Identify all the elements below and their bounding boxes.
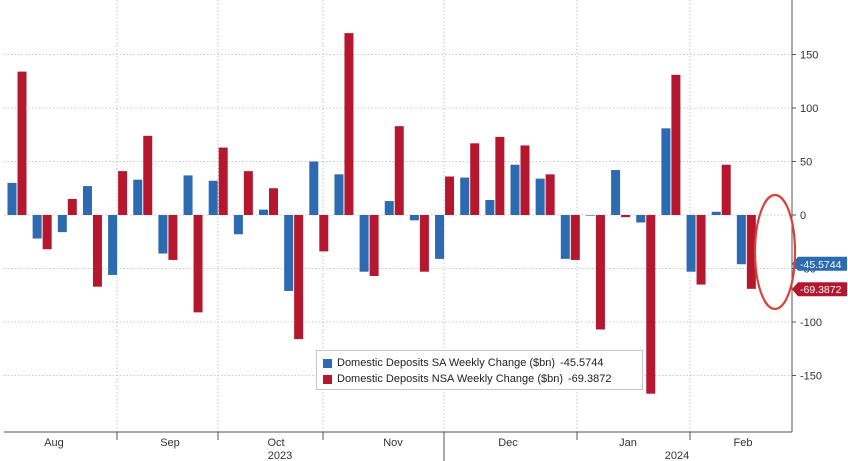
bar-nsa	[294, 215, 304, 340]
year-label: 2024	[665, 450, 689, 461]
bar-sa	[309, 161, 319, 215]
bar-nsa	[520, 145, 530, 215]
value-flag-box	[792, 282, 847, 297]
x-axis: Aug Sep Oct Nov Dec Jan Feb 2023 2024	[4, 431, 792, 461]
month-label: Nov	[383, 437, 403, 449]
bar-sa	[661, 128, 671, 215]
bar-nsa	[696, 215, 706, 285]
month-label: Oct	[267, 437, 284, 449]
legend-item-nsa: Domestic Deposits NSA Weekly Change ($bn…	[323, 371, 636, 387]
bar-sa	[736, 215, 746, 265]
bar-nsa	[595, 215, 605, 330]
ytick-label: 0	[800, 210, 806, 222]
bar-nsa	[646, 215, 656, 394]
bar-nsa	[118, 171, 128, 215]
bar-sa	[585, 215, 595, 216]
bar-nsa	[495, 136, 505, 215]
value-flag-label: -45.5744	[800, 259, 842, 271]
month-label: Dec	[498, 437, 518, 449]
bar-sa	[636, 215, 646, 223]
bar-sa	[485, 200, 495, 215]
bar-nsa	[621, 215, 631, 218]
month-label: Jan	[619, 437, 637, 449]
value-flag: -69.3872	[792, 282, 847, 297]
bar-nsa	[17, 71, 27, 216]
bar-sa	[384, 201, 394, 215]
bar-nsa	[470, 143, 480, 215]
bar-sa	[57, 215, 67, 233]
bar-sa	[208, 180, 218, 215]
bar-nsa	[419, 215, 429, 272]
bar-nsa	[746, 215, 756, 289]
bar-nsa	[143, 135, 153, 215]
legend-value-sa: -45.5744	[560, 357, 604, 369]
legend-label-sa: Domestic Deposits SA Weekly Change ($bn)	[337, 357, 556, 369]
bar-nsa	[671, 74, 681, 215]
bar-nsa	[570, 215, 580, 260]
bar-nsa	[319, 215, 329, 252]
bar-sa	[158, 215, 168, 254]
bar-nsa	[42, 215, 52, 250]
month-label: Sep	[160, 437, 180, 449]
bar-nsa	[344, 33, 354, 215]
month-label: Feb	[734, 437, 753, 449]
legend-label-nsa: Domestic Deposits NSA Weekly Change ($bn…	[337, 373, 564, 385]
legend-item-sa: Domestic Deposits SA Weekly Change ($bn)…	[323, 355, 636, 371]
bar-sa	[510, 164, 520, 215]
year-label: 2023	[268, 450, 292, 461]
bar-sa	[435, 215, 445, 259]
bar-nsa	[243, 171, 253, 215]
bar-sa	[233, 215, 243, 235]
bar-nsa	[218, 147, 228, 215]
ytick-label: 100	[800, 103, 818, 115]
bar-sa	[560, 215, 570, 259]
legend-swatch-sa	[323, 358, 332, 368]
bar-sa	[409, 215, 419, 221]
bar-sa	[460, 177, 470, 215]
bar-nsa	[394, 126, 404, 215]
bar-sa	[108, 215, 118, 275]
value-flag: -45.5744	[792, 256, 847, 271]
bar-sa	[32, 215, 42, 239]
bar-nsa	[67, 198, 77, 215]
bar-sa	[334, 174, 344, 215]
month-label: Aug	[44, 437, 64, 449]
ytick-label: 150	[800, 50, 818, 62]
value-flags: -45.5744 -69.3872	[792, 256, 847, 297]
legend-value-nsa: -69.3872	[568, 373, 612, 385]
bar-sa	[686, 215, 696, 272]
bar-sa	[711, 211, 721, 215]
value-flag-box	[792, 256, 847, 271]
value-flag-label: -69.3872	[800, 284, 842, 296]
bar-sa	[359, 215, 369, 272]
bar-sa	[183, 175, 193, 215]
bar-nsa	[92, 215, 102, 287]
legend-swatch-nsa	[323, 374, 332, 384]
bar-sa	[133, 179, 143, 215]
bar-nsa	[369, 215, 379, 276]
bar-sa	[7, 182, 17, 215]
bar-nsa	[445, 176, 455, 215]
bar-nsa	[545, 174, 555, 215]
bar-nsa	[168, 215, 178, 260]
bar-sa	[82, 186, 92, 215]
highlight-ellipse	[753, 193, 797, 311]
bars-group	[7, 33, 756, 394]
ytick-label: -150	[800, 371, 822, 383]
bar-sa	[535, 178, 545, 215]
bar-nsa	[721, 164, 731, 215]
bar-nsa	[269, 188, 278, 215]
ytick-label: -100	[800, 317, 822, 329]
bar-sa	[611, 170, 621, 215]
bar-sa	[259, 209, 268, 215]
bar-sa	[284, 215, 294, 291]
y-axis: -150-100-50050100150	[791, 0, 822, 432]
bar-nsa	[193, 215, 203, 313]
ytick-label: 50	[800, 157, 812, 169]
legend: Domestic Deposits SA Weekly Change ($bn)…	[316, 350, 643, 390]
